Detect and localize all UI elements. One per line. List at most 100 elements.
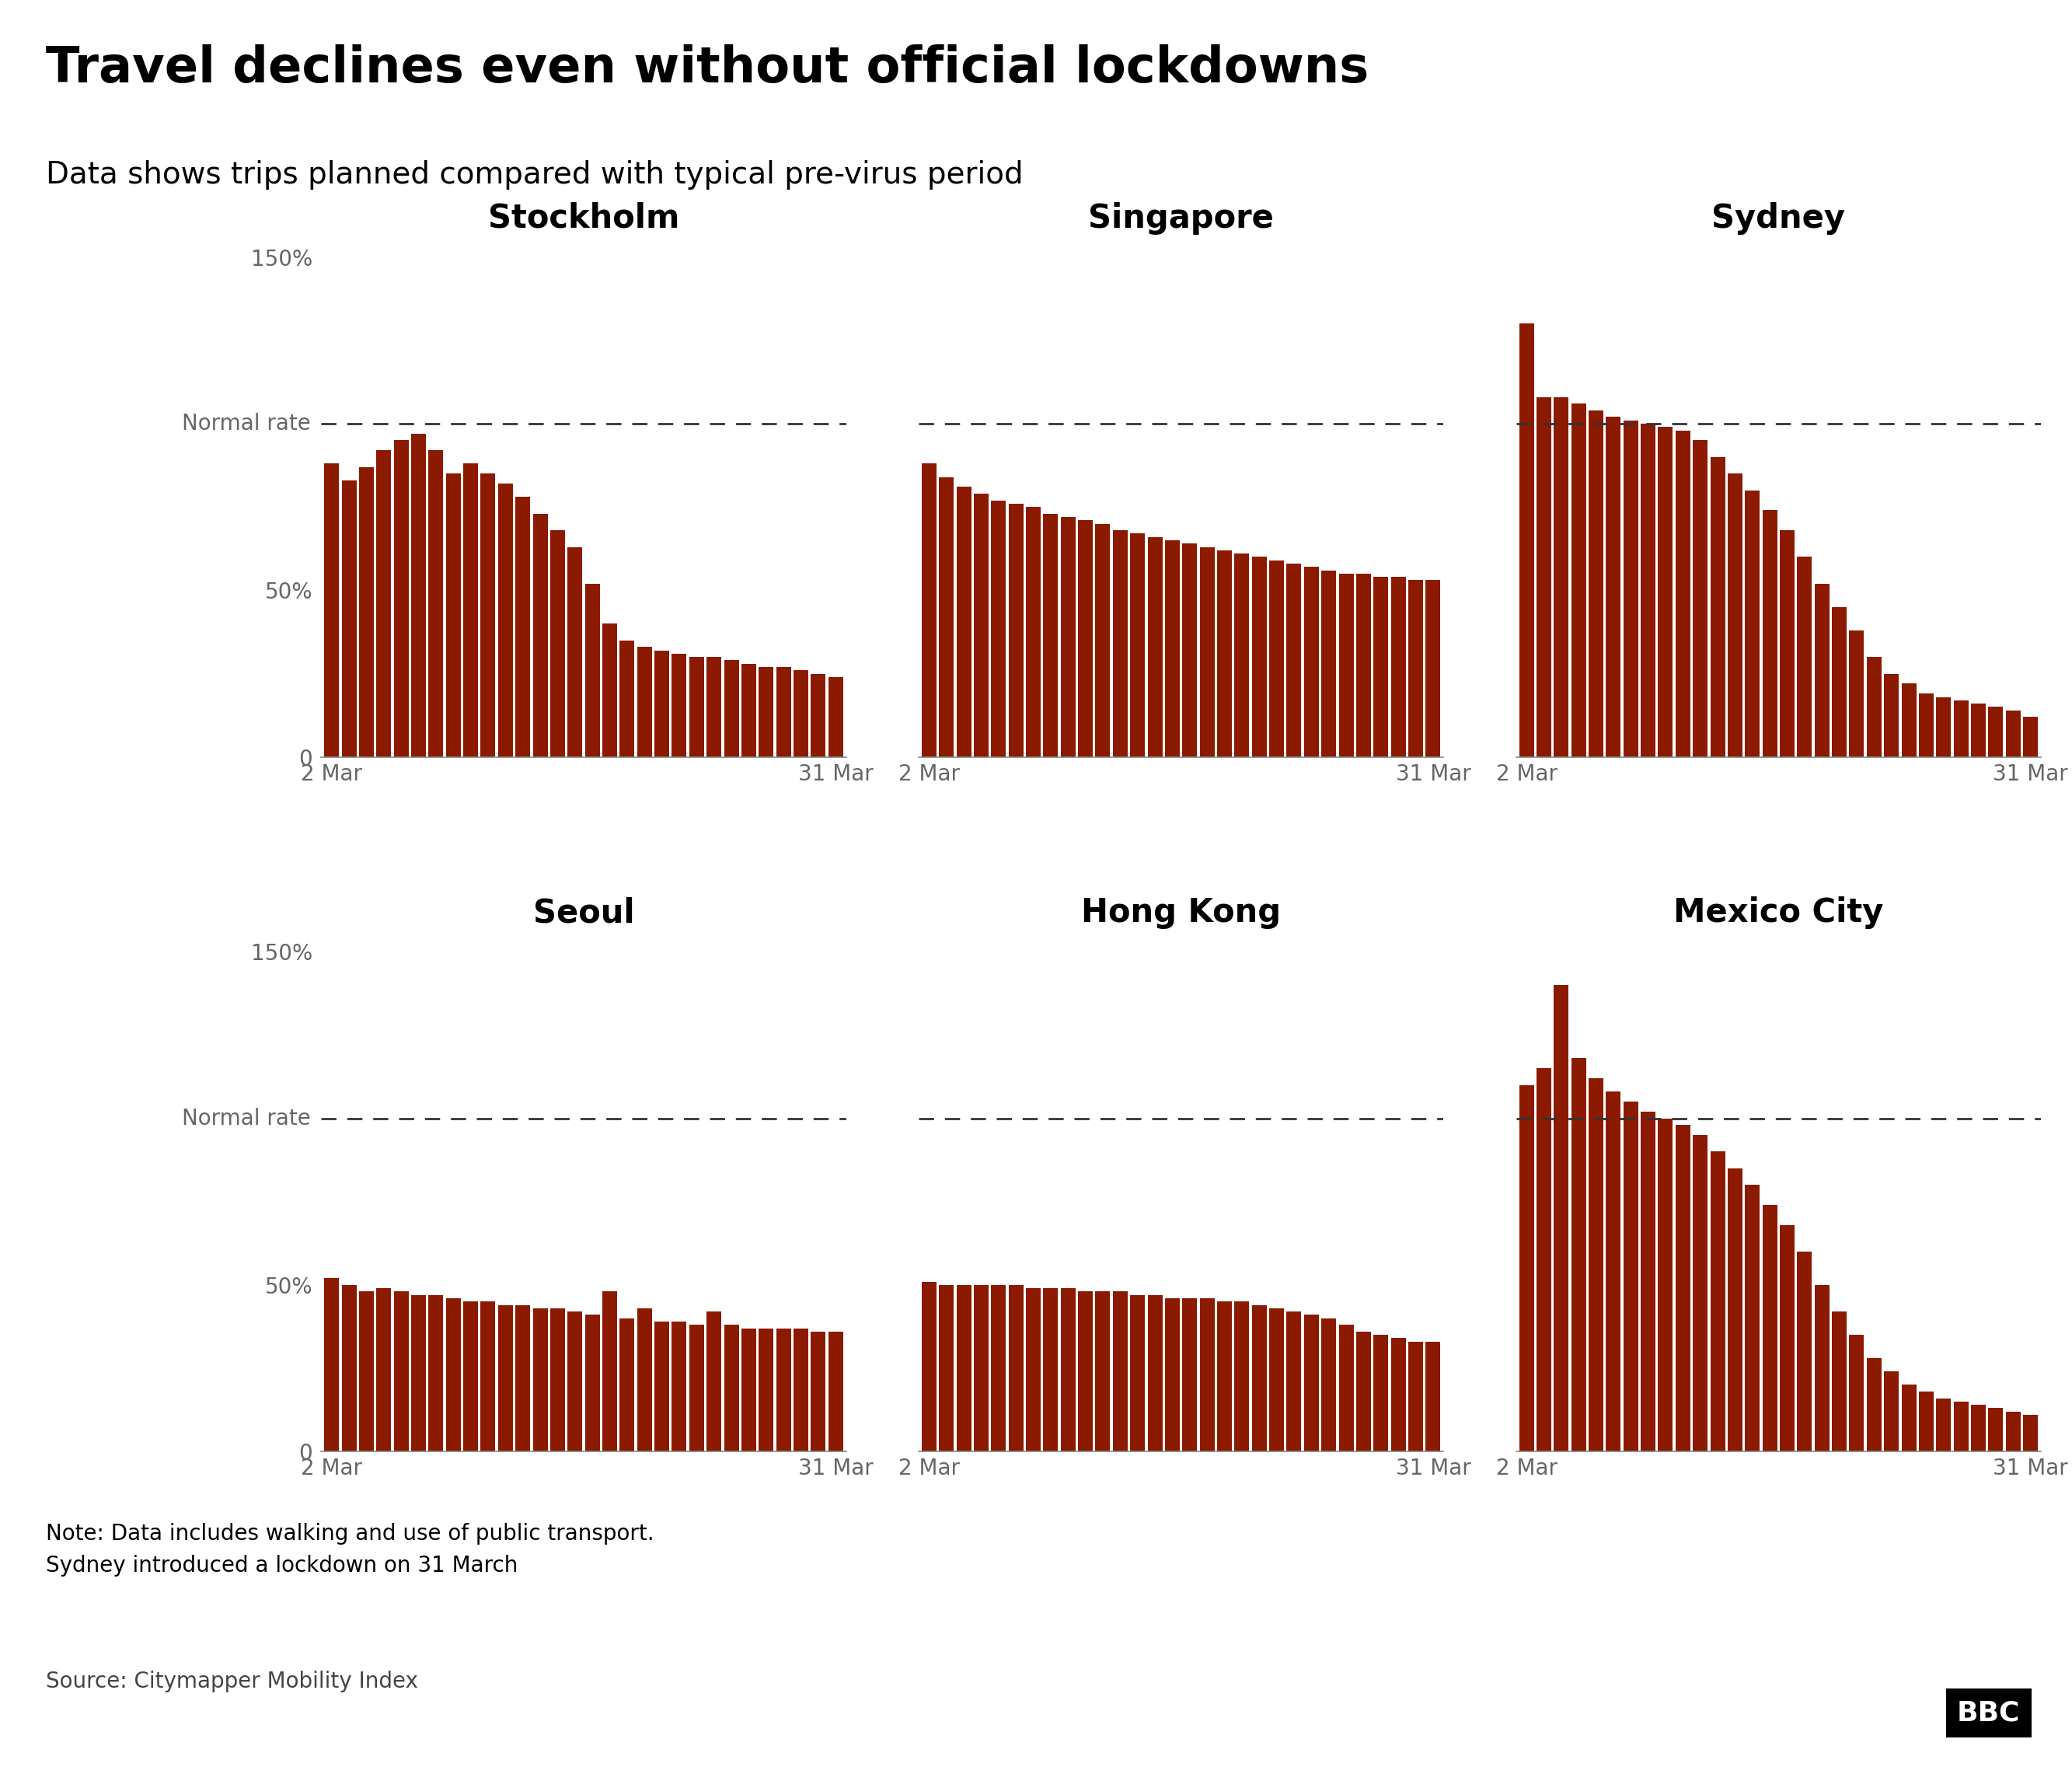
Bar <box>1426 581 1440 757</box>
Bar <box>758 666 773 757</box>
Bar <box>1622 1102 1639 1452</box>
Bar <box>410 435 427 757</box>
Bar <box>377 1288 392 1452</box>
Bar <box>2006 1412 2020 1452</box>
Text: Note: Data includes walking and use of public transport.
Sydney introduced a loc: Note: Data includes walking and use of p… <box>46 1523 655 1576</box>
Bar <box>1390 1338 1405 1452</box>
Bar <box>810 1332 825 1452</box>
Bar <box>957 486 972 757</box>
Text: Normal rate: Normal rate <box>182 1108 311 1129</box>
Bar <box>1815 1284 1830 1452</box>
Bar <box>1815 584 1830 757</box>
Bar <box>342 1284 356 1452</box>
Bar <box>1235 1302 1249 1452</box>
Bar <box>1850 1336 1865 1452</box>
Bar <box>1096 1291 1111 1452</box>
Bar <box>1763 1206 1778 1452</box>
Bar <box>1251 557 1266 757</box>
Bar <box>1867 1359 1881 1452</box>
Bar <box>533 1309 547 1452</box>
Bar <box>533 513 547 757</box>
Bar <box>1270 561 1285 757</box>
Bar <box>1676 431 1691 757</box>
Bar <box>1303 1314 1318 1452</box>
Bar <box>1728 474 1743 757</box>
Bar <box>655 650 669 757</box>
Bar <box>1374 577 1388 757</box>
Bar <box>1216 1302 1233 1452</box>
Bar <box>1709 1152 1726 1452</box>
Bar <box>1148 538 1162 757</box>
Bar <box>2022 718 2039 757</box>
Bar <box>1919 693 1933 757</box>
Bar <box>1589 410 1604 757</box>
Bar <box>1200 1298 1214 1452</box>
Bar <box>1676 1126 1691 1452</box>
Bar <box>358 467 373 757</box>
Bar <box>810 673 825 757</box>
Bar <box>777 1329 792 1452</box>
Bar <box>1850 630 1865 757</box>
Bar <box>1322 1318 1336 1452</box>
Bar <box>323 463 340 757</box>
Title: Singapore: Singapore <box>1088 201 1274 235</box>
Bar <box>1796 1252 1811 1452</box>
Bar <box>1096 524 1111 757</box>
Bar <box>551 1309 566 1452</box>
Bar <box>1009 504 1024 757</box>
Bar <box>758 1329 773 1452</box>
Bar <box>1745 490 1759 757</box>
Bar <box>939 477 953 757</box>
Bar <box>1571 1058 1585 1452</box>
Bar <box>1989 707 2004 757</box>
Bar <box>1303 566 1318 757</box>
Bar <box>671 654 686 757</box>
Bar <box>974 1284 988 1452</box>
Bar <box>1009 1284 1024 1452</box>
Bar <box>1519 324 1533 757</box>
Bar <box>1287 563 1301 757</box>
Bar <box>1641 1111 1656 1452</box>
Bar <box>636 1309 653 1452</box>
Bar <box>1589 1078 1604 1452</box>
Bar <box>990 500 1005 757</box>
Bar <box>2022 1414 2039 1452</box>
Bar <box>1658 427 1672 757</box>
Bar <box>1409 1341 1423 1452</box>
Bar <box>1357 1332 1372 1452</box>
Bar <box>1867 657 1881 757</box>
Bar <box>1935 1398 1952 1452</box>
Bar <box>1113 1291 1127 1452</box>
Bar <box>481 474 495 757</box>
Bar <box>584 584 599 757</box>
Bar <box>1200 547 1214 757</box>
Bar <box>1606 417 1620 757</box>
Bar <box>1061 516 1075 757</box>
Bar <box>358 1291 373 1452</box>
Bar <box>377 451 392 757</box>
Bar <box>551 531 566 757</box>
Bar <box>603 623 617 757</box>
Bar <box>1235 554 1249 757</box>
Bar <box>1883 673 1898 757</box>
Bar <box>671 1322 686 1452</box>
Bar <box>723 661 740 757</box>
Bar <box>1796 557 1811 757</box>
Bar <box>777 666 792 757</box>
Bar <box>1606 1092 1620 1452</box>
Bar <box>464 1302 479 1452</box>
Bar <box>568 1311 582 1452</box>
Bar <box>707 657 721 757</box>
Title: Sydney: Sydney <box>1711 201 1846 235</box>
Bar <box>1832 607 1846 757</box>
Bar <box>1044 513 1059 757</box>
Bar <box>1026 1288 1040 1452</box>
Text: Data shows trips planned compared with typical pre-virus period: Data shows trips planned compared with t… <box>46 160 1024 191</box>
Bar <box>794 670 808 757</box>
Bar <box>1919 1391 1933 1452</box>
Bar <box>394 440 408 757</box>
Bar <box>1883 1371 1898 1452</box>
Bar <box>1216 550 1233 757</box>
Bar <box>323 1279 340 1452</box>
Bar <box>1970 1405 1985 1452</box>
